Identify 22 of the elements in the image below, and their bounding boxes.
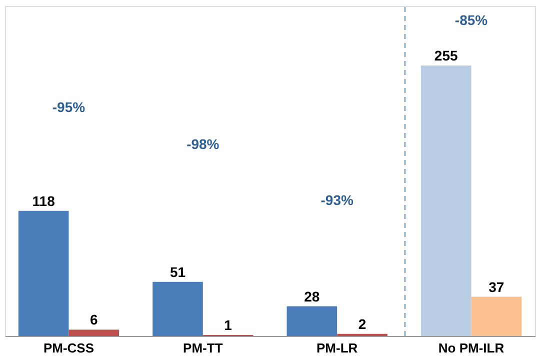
annotation: -93% (320, 192, 354, 208)
annotation: -95% (52, 99, 86, 115)
bar (68, 330, 120, 336)
x-tick-label: PM-CSS (43, 340, 94, 356)
x-tick-label: No PM-ILR (438, 340, 505, 356)
data-label: 255 (434, 48, 458, 64)
bar (152, 282, 203, 336)
data-label: 28 (304, 288, 320, 304)
data-label: 37 (488, 278, 504, 295)
bar (471, 296, 522, 336)
bar (286, 306, 338, 336)
bar (420, 66, 472, 336)
x-tick-label: PM-LR (316, 340, 358, 356)
data-label: 118 (32, 192, 56, 209)
data-label: 51 (170, 264, 186, 280)
data-label: 6 (90, 312, 98, 328)
x-tick-label: PM-TT (183, 340, 223, 356)
data-label: 1 (224, 316, 232, 333)
annotation: -98% (186, 136, 220, 152)
text: -85% (454, 12, 488, 28)
bar (18, 210, 69, 336)
data-label: 2 (358, 316, 366, 332)
